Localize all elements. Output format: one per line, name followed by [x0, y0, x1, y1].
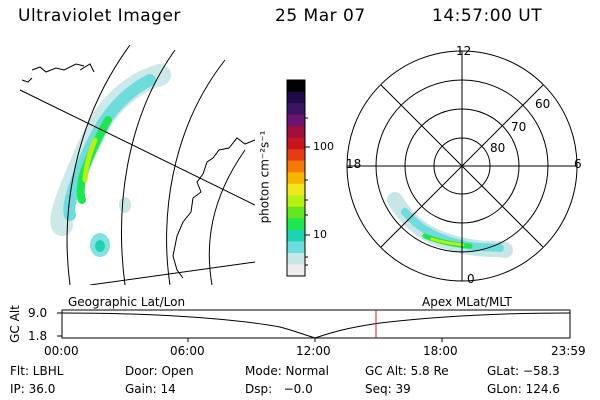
geographic-panel: [19, 45, 255, 285]
colorbar-label: photon cm⁻²s⁻¹: [257, 130, 272, 224]
info-seq: Seq: 39: [365, 382, 411, 396]
info-gain: Gain: 14: [125, 382, 176, 396]
info-mode: Mode: Normal: [245, 364, 329, 378]
colorbar-segment: [287, 114, 305, 127]
geographic-title: Geographic Lat/Lon: [68, 295, 186, 309]
colorbar-segment: [287, 229, 305, 242]
colorbar-segment: [287, 172, 305, 185]
altitude-curve: [61, 312, 571, 339]
x-tick-0600: 06:00: [170, 344, 205, 358]
color-bar: [287, 80, 305, 277]
info-dsp: Dsp: −0.0: [245, 382, 313, 396]
colorbar-segment: [287, 126, 305, 139]
info-glat: GLat: −58.3: [487, 364, 560, 378]
date-label: 25 Mar 07: [275, 6, 366, 26]
colorbar-segment: [287, 195, 305, 208]
mlt-label-18: 18: [346, 157, 362, 171]
colorbar-segment: [287, 91, 305, 104]
x-tick-2359: 23:59: [551, 344, 586, 358]
colorbar-segment: [287, 137, 305, 150]
colorbar-tick-10: 10: [313, 228, 327, 241]
time-label: 14:57:00 UT: [432, 6, 543, 26]
alt-tick-high: 9.0: [28, 306, 48, 320]
mlt-label-0: 0: [467, 272, 475, 286]
colorbar-tick-100: 100: [313, 140, 334, 153]
x-tick-1200: 12:00: [296, 344, 331, 358]
colorbar-segment: [287, 206, 305, 219]
colorbar-segment: [287, 183, 305, 196]
x-tick-1800: 18:00: [423, 344, 458, 358]
altitude-axis-label: GC Alt: [7, 305, 22, 343]
altitude-plot: [57, 309, 571, 342]
polar-panel: [346, 50, 578, 282]
info-glon: GLon: 124.6: [487, 382, 560, 396]
colorbar-segment: [287, 149, 305, 162]
mlt-label-6: 6: [574, 157, 582, 171]
colorbar-segment: [287, 160, 305, 173]
colorbar-segment: [287, 103, 305, 116]
lat-label-60: 60: [535, 97, 551, 111]
info-ip: IP: 36.0: [10, 382, 56, 396]
coastline: [31, 63, 85, 73]
colorbar-segment: [287, 80, 305, 93]
colorbar-segment: [287, 218, 305, 231]
colorbar-segment: [287, 241, 305, 254]
lat-label-80: 80: [490, 141, 506, 155]
colorbar-segment: [287, 264, 305, 277]
mlt-label-12: 12: [456, 44, 472, 58]
alt-tick-low: 1.8: [28, 329, 48, 343]
colorbar-segment: [287, 252, 305, 265]
info-gc-alt: GC Alt: 5.8 Re: [365, 364, 449, 378]
page-title: Ultraviolet Imager: [18, 6, 181, 26]
lat-label-70: 70: [511, 120, 527, 134]
info-door: Door: Open: [125, 364, 194, 378]
apex-title: Apex MLat/MLT: [422, 295, 512, 309]
x-tick-0000: 00:00: [44, 344, 79, 358]
info-flt: Flt: LBHL: [10, 364, 64, 378]
